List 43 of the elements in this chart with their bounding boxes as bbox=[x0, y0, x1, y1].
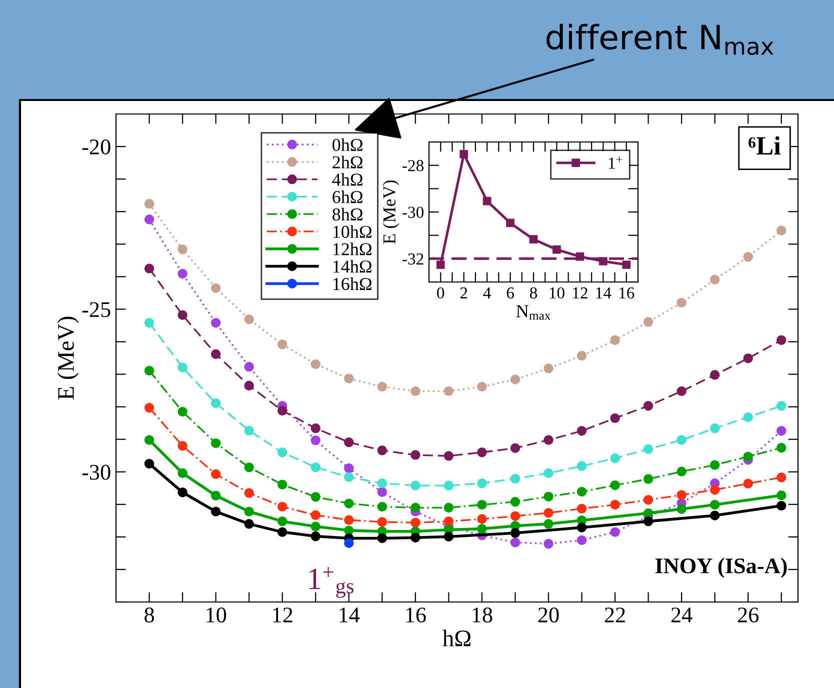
y-tick-label: -25 bbox=[82, 302, 110, 318]
legend-label: 12hΩ bbox=[333, 242, 372, 256]
legend-label: 1$^{+}$ bbox=[608, 156, 622, 169]
x-tick-label: 18 bbox=[472, 608, 492, 622]
x-tick-label: 4 bbox=[483, 287, 491, 298]
x-axis-title: N$_{max}$ bbox=[516, 305, 551, 320]
x-tick-label: 20 bbox=[538, 608, 559, 622]
legend-label: 16hΩ bbox=[333, 277, 372, 290]
x-tick-label: 22 bbox=[604, 608, 625, 622]
y-tick-label: -20 bbox=[82, 139, 110, 154]
legend-label: 6hΩ bbox=[332, 190, 362, 204]
legend-label: 0hΩ bbox=[332, 138, 362, 152]
x-tick-label: 6 bbox=[506, 287, 514, 299]
legend-label: 2hΩ bbox=[332, 156, 362, 168]
x-tick-label: 8 bbox=[530, 287, 538, 299]
x-tick-label: 2 bbox=[460, 287, 468, 298]
legend-label: 10hΩ bbox=[333, 225, 372, 238]
annotation: INOY (ISa-A) bbox=[655, 558, 787, 578]
x-tick-label: 12 bbox=[273, 608, 292, 622]
x-axis-title: hΩ bbox=[442, 630, 470, 646]
x-tick-label: 10 bbox=[550, 287, 564, 299]
annotation: 1$^{+}$$_{gs}$ bbox=[309, 567, 354, 598]
x-tick-label: 16 bbox=[620, 287, 634, 299]
x-tick-label: 16 bbox=[406, 608, 426, 622]
x-tick-label: 14 bbox=[340, 608, 360, 622]
legend-label: 8hΩ bbox=[332, 208, 362, 221]
y-tick-label: -30 bbox=[402, 206, 424, 218]
x-tick-label: 0 bbox=[437, 287, 444, 299]
y-tick-label: -28 bbox=[402, 160, 424, 172]
text: different N$_{max}$ bbox=[546, 24, 774, 55]
legend-label: 14hΩ bbox=[333, 260, 372, 273]
x-tick-label: 12 bbox=[573, 287, 588, 298]
x-tick-label: 26 bbox=[738, 608, 759, 622]
x-tick-label: 8 bbox=[144, 608, 154, 622]
x-tick-label: 10 bbox=[206, 608, 226, 622]
legend-label: 4hΩ bbox=[332, 173, 362, 186]
x-tick-label: 14 bbox=[596, 287, 612, 298]
y-tick-label: -32 bbox=[402, 253, 424, 265]
y-axis-title: E (MeV) bbox=[57, 316, 79, 400]
x-tick-label: 24 bbox=[671, 608, 692, 622]
y-tick-label: -30 bbox=[82, 464, 110, 480]
y-axis-title: E (MeV) bbox=[382, 180, 400, 244]
annotation: ⁶Li bbox=[748, 136, 781, 155]
